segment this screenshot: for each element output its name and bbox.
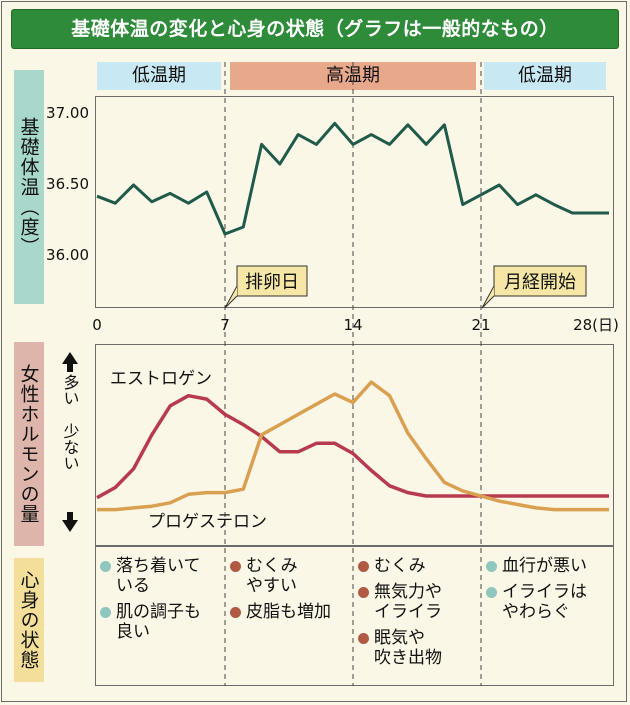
bullet-dot-icon: [358, 633, 369, 644]
menstruation-label: 月経開始: [504, 272, 576, 293]
menstruation-callout-box: [493, 265, 587, 297]
state-column-low-1: 落ち着いて いる 肌の調子も 良い: [100, 556, 222, 648]
x-tick-label: 21: [471, 316, 490, 334]
chart-title: 基礎体温の変化と心身の状態（グラフは一般的なもの）: [71, 18, 559, 40]
x-tick-label: 14: [343, 316, 362, 334]
bullet-dot-icon: [358, 561, 369, 572]
state-item: 皮脂も増加: [230, 602, 350, 622]
state-section-label: 心身の状態: [14, 558, 44, 682]
bullet-dot-icon: [100, 607, 111, 618]
state-text: 落ち着いて いる: [116, 556, 201, 596]
x-tick-label: 0: [92, 316, 102, 334]
x-tick-label: 28(日): [573, 316, 619, 334]
up-arrow-icon: [62, 352, 78, 372]
bbt-axis-label: 基礎体温︵度︶: [14, 70, 44, 304]
state-item: 肌の調子も 良い: [100, 602, 222, 642]
bullet-dot-icon: [100, 561, 111, 572]
y-tick-label: 36.50: [46, 175, 89, 193]
bullet-dot-icon: [230, 607, 241, 618]
title-bar: 基礎体温の変化と心身の状態（グラフは一般的なもの）: [12, 10, 618, 48]
state-item: 無気力や イライラ: [358, 582, 476, 622]
bullet-dot-icon: [486, 561, 497, 572]
phase-low-temp-1: 低温期: [97, 62, 221, 90]
bbt-plot-frame: [95, 96, 614, 308]
bullet-dot-icon: [230, 561, 241, 572]
state-table-frame: [95, 546, 614, 686]
y-tick-label: 36.00: [46, 246, 89, 264]
state-text: 無気力や イライラ: [374, 582, 442, 622]
state-text: 肌の調子も 良い: [116, 602, 201, 642]
few-label: 少ない: [61, 423, 80, 471]
ovulation-callout-box: [236, 265, 308, 297]
state-text: イライラは やわらぐ: [502, 582, 587, 622]
bbt-series-line: [96, 121, 609, 236]
progesterone-series-label: プロゲステロン: [148, 512, 267, 532]
phase-low-temp-2: 低温期: [484, 62, 606, 90]
state-text: むくみ やすい: [246, 556, 298, 596]
state-item: 落ち着いて いる: [100, 556, 222, 596]
state-text: 眠気や 吹き出物: [374, 628, 442, 668]
estrogen-series-label: エストロゲン: [110, 369, 212, 389]
state-text: 皮脂も増加: [246, 602, 331, 622]
state-column-low-2: 血行が悪い イライラは やわらぐ: [486, 556, 612, 628]
state-text: 血行が悪い: [502, 556, 587, 576]
many-label: 多い: [61, 374, 80, 406]
state-item: イライラは やわらぐ: [486, 582, 612, 622]
bullet-dot-icon: [358, 587, 369, 598]
estrogen-series-line: [96, 393, 609, 500]
hormone-plot-frame: [95, 344, 614, 546]
state-column-high-1: むくみ やすい 皮脂も増加: [230, 556, 350, 628]
x-tick-label: 7: [220, 316, 230, 334]
menstruation-callout-pointer: [481, 285, 495, 309]
down-arrow-icon: [62, 512, 78, 532]
hormone-axis-label: 女性ホルモンの量: [14, 342, 44, 546]
state-item: むくみ: [358, 556, 476, 576]
ovulation-label: 排卵日: [245, 272, 299, 293]
ovulation-callout-pointer: [224, 285, 238, 309]
state-item: むくみ やすい: [230, 556, 350, 596]
state-column-high-2: むくみ 無気力や イライラ 眠気や 吹き出物: [358, 556, 476, 674]
bullet-dot-icon: [486, 587, 497, 598]
state-item: 血行が悪い: [486, 556, 612, 576]
state-item: 眠気や 吹き出物: [358, 628, 476, 668]
state-text: むくみ: [374, 556, 426, 576]
y-tick-label: 37.00: [46, 104, 89, 122]
progesterone-series-line: [97, 380, 609, 512]
